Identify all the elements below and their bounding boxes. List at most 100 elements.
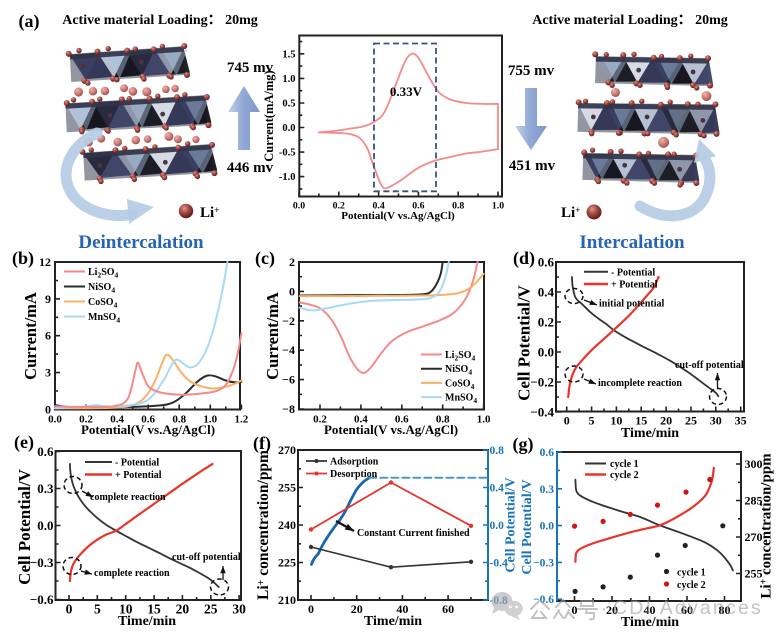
svg-text:−0.2: −0.2	[530, 374, 554, 389]
svg-text:255: 255	[278, 481, 296, 495]
svg-text:−2: −2	[282, 314, 295, 328]
svg-text:6: 6	[45, 329, 51, 343]
svg-text:−6: −6	[282, 373, 295, 387]
svg-text:Li2​SO4​: Li2​SO4​	[445, 350, 476, 363]
svg-text:0: 0	[572, 603, 578, 617]
svg-text:(g): (g)	[513, 434, 534, 455]
svg-text:40: 40	[644, 603, 656, 617]
svg-text:0.0: 0.0	[538, 344, 554, 359]
svg-text:incomplete reaction: incomplete reaction	[598, 378, 682, 389]
svg-text:25: 25	[204, 602, 218, 617]
svg-text:(f): (f)	[253, 433, 271, 454]
svg-text:0.4: 0.4	[538, 284, 555, 299]
svg-text:Cell Potential/V: Cell Potential/V	[15, 468, 34, 584]
svg-text:- Potential: - Potential	[611, 268, 655, 279]
svg-text:- Potential: - Potential	[115, 458, 159, 469]
svg-text:80: 80	[719, 603, 731, 617]
svg-text:0.3: 0.3	[37, 481, 54, 496]
svg-text:0.6: 0.6	[538, 254, 555, 269]
svg-text:0.3: 0.3	[540, 484, 555, 496]
svg-text:−0.6: −0.6	[533, 594, 554, 606]
svg-text:270: 270	[278, 443, 296, 457]
svg-text:0.6: 0.6	[141, 414, 155, 426]
svg-text:0: 0	[564, 414, 570, 428]
svg-text:0: 0	[66, 602, 73, 617]
svg-text:60: 60	[681, 603, 693, 617]
svg-text:0.2: 0.2	[79, 414, 93, 426]
svg-text:210: 210	[278, 593, 296, 607]
svg-text:0: 0	[45, 402, 51, 416]
svg-text:Li+ concentration/ppm: Li+ concentration/ppm	[759, 453, 775, 599]
svg-text:0.2: 0.2	[333, 201, 345, 212]
svg-text:−0.4: −0.4	[530, 404, 554, 419]
svg-text:Potential(V vs.Ag/AgCl): Potential(V vs.Ag/AgCl)	[324, 422, 458, 437]
svg-text:Cell Potential/V: Cell Potential/V	[515, 284, 534, 400]
svg-text:0.0: 0.0	[540, 521, 555, 533]
svg-text:1.0: 1.0	[282, 74, 295, 85]
svg-text:0.8: 0.8	[452, 201, 464, 212]
svg-text:446 mv: 446 mv	[227, 160, 274, 176]
svg-text:MnSO4​: MnSO4​	[88, 312, 120, 325]
svg-text:0.8: 0.8	[172, 414, 186, 426]
svg-text:0.4: 0.4	[354, 414, 368, 426]
svg-text:Cell Potential/V: Cell Potential/V	[504, 477, 519, 572]
svg-text:Adsorption: Adsorption	[330, 457, 379, 468]
svg-text:Deintercalation: Deintercalation	[78, 232, 204, 253]
svg-text:0: 0	[289, 284, 295, 298]
svg-text:35: 35	[735, 414, 747, 428]
svg-text:30: 30	[710, 414, 722, 428]
svg-text:Current/mA: Current/mA	[263, 292, 282, 380]
svg-text:0.0: 0.0	[490, 520, 505, 532]
svg-text:Time/min: Time/min	[118, 614, 176, 629]
svg-text:20: 20	[660, 414, 672, 428]
svg-text:initial potential: initial potential	[599, 299, 665, 310]
svg-text:1.0: 1.0	[492, 201, 504, 212]
svg-text:285: 285	[745, 494, 763, 508]
svg-text:0.6: 0.6	[540, 447, 555, 459]
svg-text:0.4: 0.4	[490, 483, 505, 495]
svg-text:30: 30	[232, 602, 246, 617]
svg-text:−8: −8	[282, 402, 295, 416]
svg-text:15: 15	[635, 414, 647, 428]
svg-text:Intercalation: Intercalation	[579, 232, 685, 253]
svg-text:NiSO4​: NiSO4​	[445, 364, 472, 377]
svg-text:Cell Potential/V: Cell Potential/V	[520, 479, 535, 574]
svg-text:20: 20	[351, 602, 363, 616]
svg-text:cycle 1: cycle 1	[677, 568, 706, 579]
svg-text:(e): (e)	[14, 432, 34, 453]
svg-text:+ Potential: + Potential	[611, 280, 658, 291]
svg-text:1.0: 1.0	[477, 414, 491, 426]
svg-text:MnSO4​: MnSO4​	[445, 393, 477, 406]
svg-text:5: 5	[94, 602, 101, 617]
svg-text:cycle 1: cycle 1	[610, 459, 639, 470]
svg-text:0.33V: 0.33V	[390, 84, 423, 99]
svg-text:−0.3: −0.3	[533, 557, 554, 569]
svg-text:25: 25	[685, 414, 697, 428]
svg-text:0.0: 0.0	[282, 123, 295, 134]
svg-text:0.4: 0.4	[110, 414, 124, 426]
svg-text:240: 240	[278, 518, 296, 532]
svg-text:0.6: 0.6	[37, 444, 54, 459]
svg-text:0.0: 0.0	[48, 414, 62, 426]
svg-text:20: 20	[176, 602, 190, 617]
svg-text:Potential(V vs.Ag/AgCl): Potential(V vs.Ag/AgCl)	[81, 422, 215, 437]
svg-text:0.0: 0.0	[293, 201, 305, 212]
svg-text:40: 40	[396, 602, 408, 616]
svg-text:(b): (b)	[12, 248, 34, 269]
svg-text:Active material Loading： 20mg: Active material Loading： 20mg	[532, 13, 728, 28]
svg-text:745 mv: 745 mv	[227, 60, 274, 76]
svg-text:Time/min: Time/min	[621, 426, 679, 441]
svg-text:5: 5	[589, 414, 595, 428]
svg-text:NiSO4​: NiSO4​	[88, 282, 115, 295]
svg-text:0.8: 0.8	[436, 414, 450, 426]
svg-text:0.5: 0.5	[282, 98, 295, 109]
svg-text:2: 2	[289, 255, 295, 269]
svg-text:Current(mA/mg): Current(mA/mg)	[262, 70, 276, 161]
svg-text:·: ·	[601, 598, 608, 620]
svg-text:complete reaction: complete reaction	[94, 568, 170, 579]
svg-text:Active material Loading： 20mg: Active material Loading： 20mg	[62, 13, 258, 28]
svg-text:cycle 2: cycle 2	[610, 470, 639, 481]
svg-text:+ Potential: + Potential	[115, 470, 162, 481]
svg-text:12: 12	[39, 255, 51, 269]
svg-text:−0.3: −0.3	[30, 555, 54, 570]
